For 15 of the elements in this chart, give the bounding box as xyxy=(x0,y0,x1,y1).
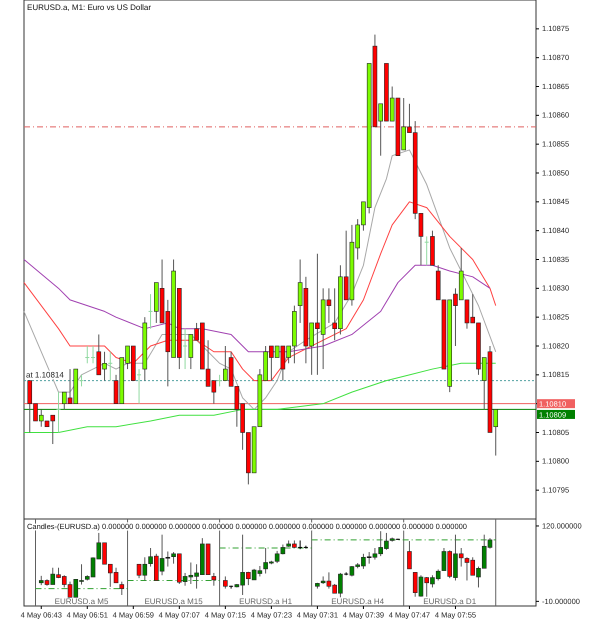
candlestick xyxy=(136,368,142,404)
chart-title: EURUSD.a, M1: Euro vs US Dollar xyxy=(27,3,152,12)
annotation: EURUSD.a M5 xyxy=(54,597,109,606)
candlestick xyxy=(108,351,113,382)
annotation: EURUSD.a D1 xyxy=(423,597,477,606)
candlestick xyxy=(56,392,62,433)
annotation: EURUSD.a M15 xyxy=(144,597,204,606)
candlestick xyxy=(424,236,430,266)
candlestick xyxy=(217,374,222,387)
annotation: EURUSD.a H1 xyxy=(239,597,293,606)
candlestick xyxy=(148,294,154,330)
candlestick xyxy=(79,374,84,387)
ref-line-label: at 1.10814 xyxy=(26,370,64,380)
annotation: EURUSD.a H4 xyxy=(331,597,385,606)
candlestick xyxy=(182,328,188,370)
